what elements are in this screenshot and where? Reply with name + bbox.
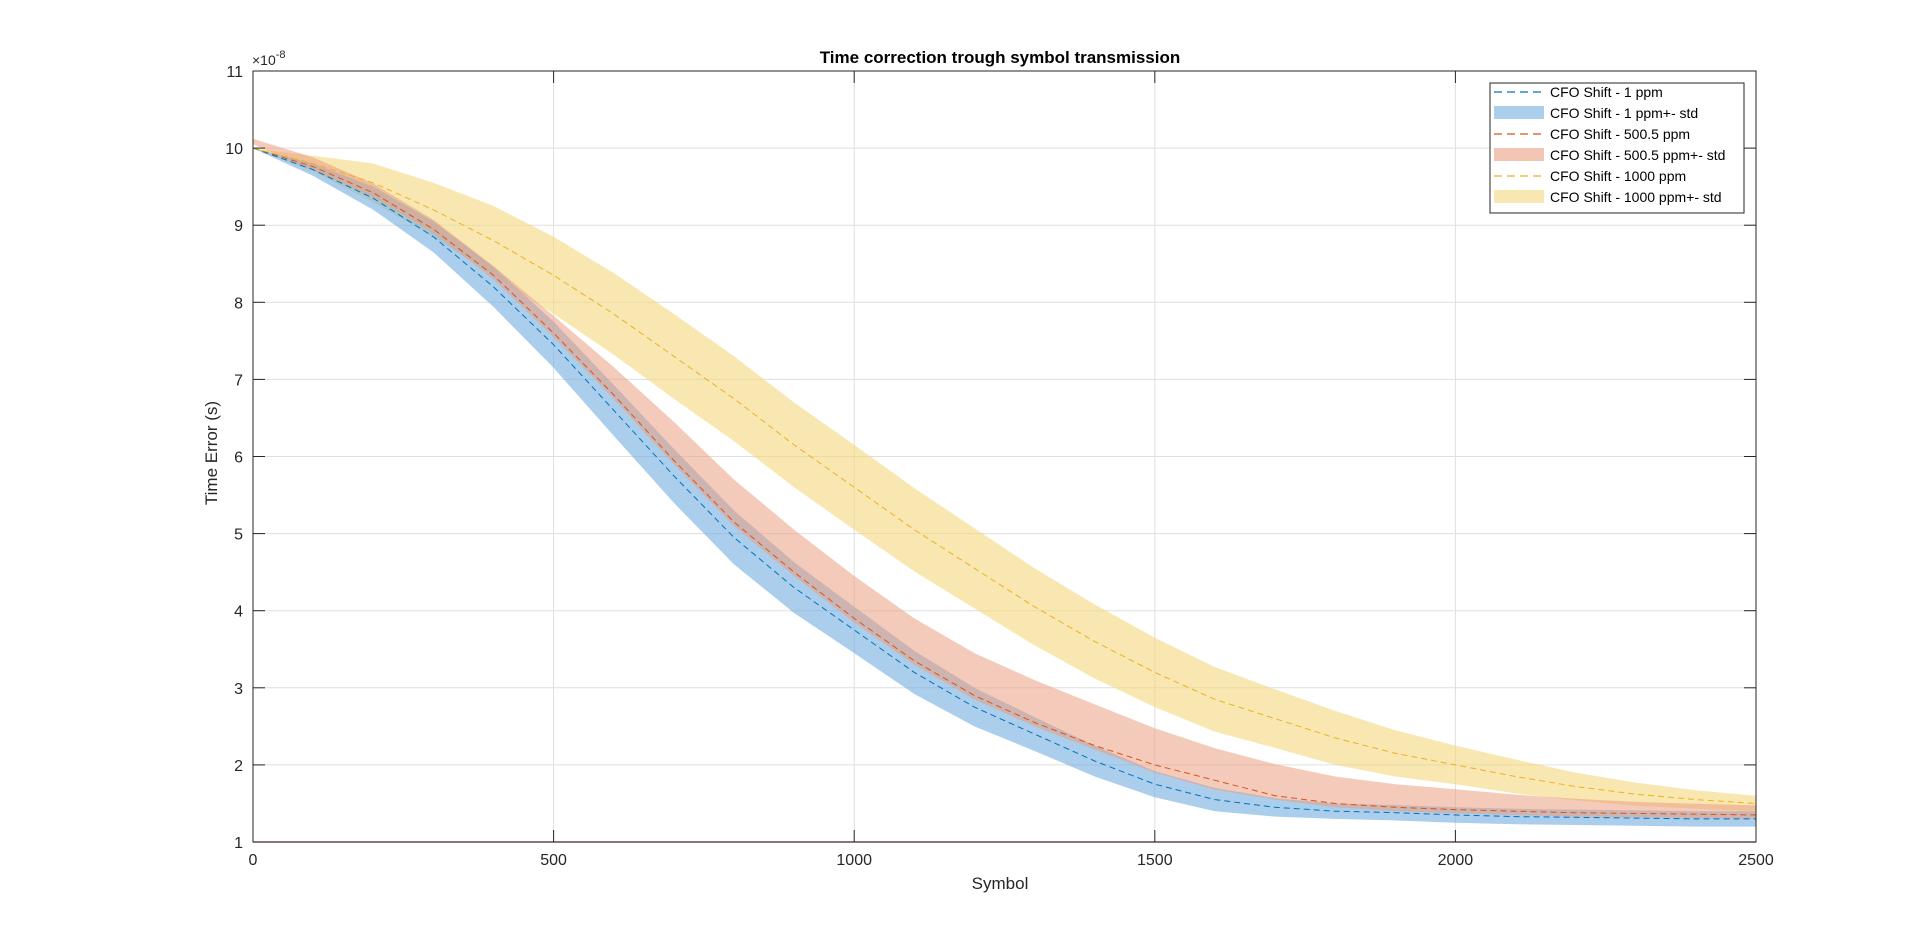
mean-line-2 <box>252 147 1757 816</box>
y-tick-label: 7 <box>234 372 243 389</box>
legend-label-mean-1: CFO Shift - 1 ppm <box>1550 84 1663 100</box>
x-tick-label: 0 <box>249 852 258 869</box>
x-tick-labels: 0 500 1000 1500 2000 2500 <box>249 852 1774 869</box>
y-tick-label: 2 <box>234 758 243 775</box>
x-tick-label: 1500 <box>1137 852 1173 869</box>
std-band-2 <box>253 138 1756 819</box>
legend-swatch-band-1 <box>1494 106 1544 119</box>
y-axis-label: Time Error (s) <box>202 401 221 505</box>
y-tick-label: 9 <box>234 218 243 235</box>
x-tick-label: 2500 <box>1738 852 1774 869</box>
legend-label-band-1: CFO Shift - 1 ppm+- std <box>1550 105 1698 121</box>
x-tick-label: 1000 <box>836 852 872 869</box>
y-tick-label: 1 <box>234 835 243 852</box>
legend-label-band-3: CFO Shift - 1000 ppm+- std <box>1550 189 1722 205</box>
legend-label-mean-3: CFO Shift - 1000 ppm <box>1550 168 1686 184</box>
y-tick-label: 8 <box>234 295 243 312</box>
y-exponent-power: -8 <box>276 49 286 61</box>
y-tick-labels: 1 2 3 4 5 6 7 8 9 10 11 <box>225 64 243 852</box>
tick-marks <box>252 70 1757 843</box>
mean-line-1 <box>252 147 1756 820</box>
x-tick-label: 500 <box>540 852 567 869</box>
std-bands <box>253 138 1756 827</box>
legend-items: CFO Shift - 1 ppm CFO Shift - 1 ppm+- std… <box>1494 84 1725 205</box>
y-tick-label: 10 <box>225 141 243 158</box>
legend-label-mean-2: CFO Shift - 500.5 ppm <box>1550 126 1690 142</box>
std-band-1 <box>253 148 1756 827</box>
y-tick-label: 4 <box>234 604 243 621</box>
y-axis-exponent: ×10-8 <box>252 49 286 68</box>
mean-line-3 <box>252 147 1757 804</box>
legend: CFO Shift - 1 ppm CFO Shift - 1 ppm+- std… <box>1489 82 1745 214</box>
legend-label-band-2: CFO Shift - 500.5 ppm+- std <box>1550 147 1725 163</box>
legend-swatch-band-2 <box>1494 148 1544 161</box>
legend-swatch-band-3 <box>1494 190 1544 203</box>
y-tick-label: 5 <box>234 527 243 544</box>
chart-title: Time correction trough symbol transmissi… <box>820 48 1181 67</box>
y-tick-label: 6 <box>234 450 243 467</box>
y-tick-label: 11 <box>226 64 243 81</box>
y-tick-label: 3 <box>234 681 243 698</box>
x-tick-label: 2000 <box>1438 852 1474 869</box>
std-band-3 <box>253 148 1756 812</box>
x-axis-label: Symbol <box>972 874 1029 893</box>
y-exponent-base: ×10 <box>252 52 276 68</box>
